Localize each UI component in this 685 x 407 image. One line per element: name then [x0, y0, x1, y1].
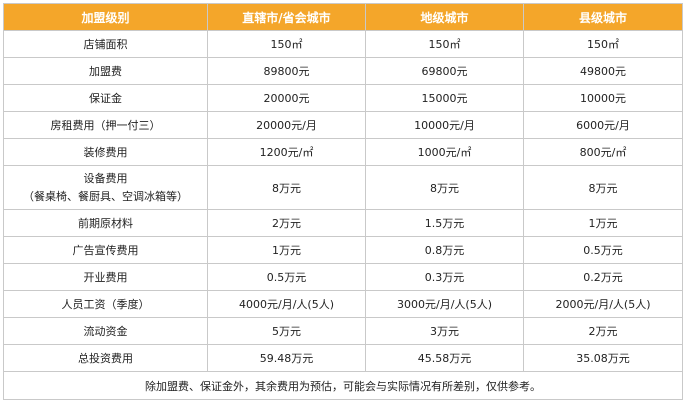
header-row: 加盟级别 直辖市/省会城市 地级城市 县级城市: [3, 3, 683, 31]
cell-value: 49800元: [523, 57, 683, 85]
cell-value: 0.8万元: [365, 236, 524, 264]
cell-value: 6000元/月: [523, 111, 683, 139]
cell-value: 1万元: [523, 209, 683, 237]
footnote: 除加盟费、保证金外，其余费用为预估，可能会与实际情况有所差别，仅供参考。: [3, 371, 683, 400]
cell-value: 4000元/月/人(5人): [207, 290, 366, 318]
table-row: 房租费用（押一付三） 20000元/月 10000元/月 6000元/月: [3, 111, 683, 139]
row-label: 开业费用: [3, 263, 208, 291]
table-row: 加盟费 89800元 69800元 49800元: [3, 57, 683, 85]
table-row: 前期原材料 2万元 1.5万元 1万元: [3, 209, 683, 237]
cell-value: 10000元/月: [365, 111, 524, 139]
header-level: 加盟级别: [3, 3, 208, 31]
table-row: 开业费用 0.5万元 0.3万元 0.2万元: [3, 263, 683, 291]
row-label: 流动资金: [3, 317, 208, 345]
header-municipality: 直辖市/省会城市: [207, 3, 366, 31]
cell-value: 5万元: [207, 317, 366, 345]
cell-value: 59.48万元: [207, 344, 366, 372]
cell-value: 0.5万元: [523, 236, 683, 264]
franchise-cost-table: 加盟级别 直辖市/省会城市 地级城市 县级城市 店铺面积 150㎡ 150㎡ 1…: [3, 3, 683, 400]
cell-value: 20000元/月: [207, 111, 366, 139]
table-row: 店铺面积 150㎡ 150㎡ 150㎡: [3, 30, 683, 58]
table-row: 人员工资（季度） 4000元/月/人(5人) 3000元/月/人(5人) 200…: [3, 290, 683, 318]
cell-value: 150㎡: [523, 30, 683, 58]
row-label: 总投资费用: [3, 344, 208, 372]
cell-value: 20000元: [207, 84, 366, 112]
cell-value: 1.5万元: [365, 209, 524, 237]
table-row: 保证金 20000元 15000元 10000元: [3, 84, 683, 112]
row-label: 房租费用（押一付三）: [3, 111, 208, 139]
row-label: 广告宣传费用: [3, 236, 208, 264]
cell-value: 0.2万元: [523, 263, 683, 291]
cell-value: 800元/㎡: [523, 138, 683, 166]
franchise-cost-table-container: 加盟级别 直辖市/省会城市 地级城市 县级城市 店铺面积 150㎡ 150㎡ 1…: [3, 3, 683, 400]
cell-value: 45.58万元: [365, 344, 524, 372]
cell-value: 89800元: [207, 57, 366, 85]
row-label: 设备费用 （餐桌椅、餐厨具、空调冰箱等）: [3, 165, 208, 210]
cell-value: 3万元: [365, 317, 524, 345]
cell-value: 8万元: [523, 165, 683, 210]
cell-value: 8万元: [207, 165, 366, 210]
row-label: 装修费用: [3, 138, 208, 166]
row-label-line1: 设备费用: [83, 171, 128, 185]
header-county: 县级城市: [523, 3, 683, 31]
cell-value: 2万元: [523, 317, 683, 345]
table-row: 广告宣传费用 1万元 0.8万元 0.5万元: [3, 236, 683, 264]
cell-value: 10000元: [523, 84, 683, 112]
row-label: 人员工资（季度）: [3, 290, 208, 318]
cell-value: 150㎡: [365, 30, 524, 58]
row-label: 前期原材料: [3, 209, 208, 237]
cell-value: 1000元/㎡: [365, 138, 524, 166]
cell-value: 150㎡: [207, 30, 366, 58]
cell-value: 15000元: [365, 84, 524, 112]
row-label: 加盟费: [3, 57, 208, 85]
table-row: 流动资金 5万元 3万元 2万元: [3, 317, 683, 345]
header-prefecture: 地级城市: [365, 3, 524, 31]
cell-value: 1200元/㎡: [207, 138, 366, 166]
footnote-row: 除加盟费、保证金外，其余费用为预估，可能会与实际情况有所差别，仅供参考。: [3, 371, 683, 400]
cell-value: 1万元: [207, 236, 366, 264]
cell-value: 2万元: [207, 209, 366, 237]
row-label: 保证金: [3, 84, 208, 112]
table-row: 装修费用 1200元/㎡ 1000元/㎡ 800元/㎡: [3, 138, 683, 166]
cell-value: 0.3万元: [365, 263, 524, 291]
cell-value: 3000元/月/人(5人): [365, 290, 524, 318]
table-row: 总投资费用 59.48万元 45.58万元 35.08万元: [3, 344, 683, 372]
row-label-line2: （餐桌椅、餐厨具、空调冰箱等）: [23, 189, 188, 203]
table-row: 设备费用 （餐桌椅、餐厨具、空调冰箱等） 8万元 8万元 8万元: [3, 165, 683, 210]
cell-value: 8万元: [365, 165, 524, 210]
cell-value: 0.5万元: [207, 263, 366, 291]
row-label: 店铺面积: [3, 30, 208, 58]
cell-value: 69800元: [365, 57, 524, 85]
cell-value: 2000元/月/人(5人): [523, 290, 683, 318]
cell-value: 35.08万元: [523, 344, 683, 372]
